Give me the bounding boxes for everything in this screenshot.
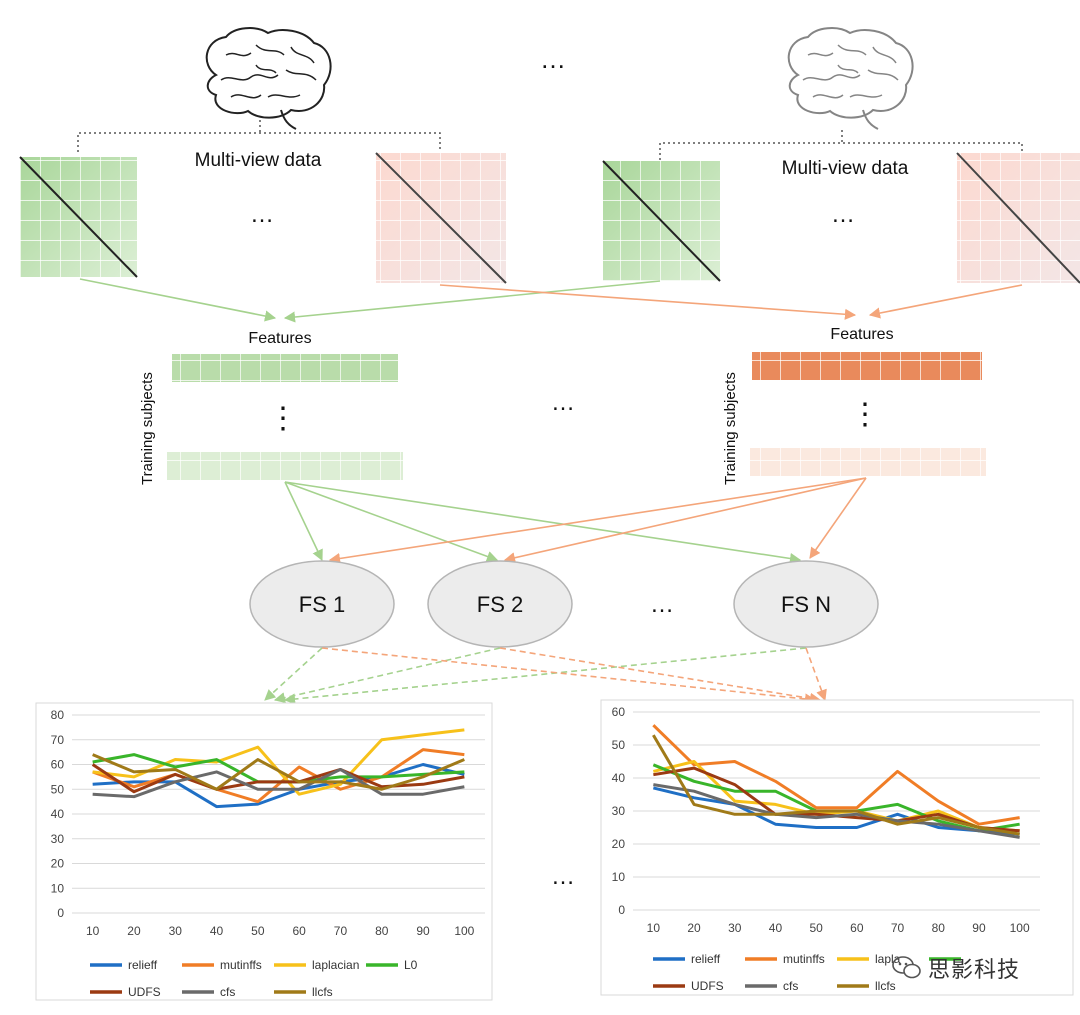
x-tick-label: 50 xyxy=(251,924,265,938)
wechat-icon xyxy=(892,956,921,979)
x-tick-label: 40 xyxy=(769,921,783,935)
features-to-fs-arrows xyxy=(284,477,867,565)
x-tick-label: 50 xyxy=(809,921,823,935)
series-line-cfs xyxy=(92,767,465,799)
features-label-right: Features xyxy=(830,326,893,343)
chart-left: 0 10 20 30 40 50 60 70 80 10 20 30 40 50 60 70 80 90 100 re… xyxy=(51,708,485,999)
y-tick-label: 60 xyxy=(612,705,626,719)
training-subjects-label-right: Training subjects xyxy=(722,372,739,485)
legend-label: llcfs xyxy=(875,979,896,993)
legend-label: mutinffs xyxy=(783,952,825,966)
fs-ellipsis: … xyxy=(650,591,674,618)
series-line-mutinffs xyxy=(92,748,465,804)
x-tick-label: 30 xyxy=(728,921,742,935)
y-tick-label: 40 xyxy=(51,807,65,821)
x-tick-label: 60 xyxy=(850,921,864,935)
series-line-relieff xyxy=(652,786,1020,836)
legend-label: relieff xyxy=(128,958,158,972)
feature-row-green-top xyxy=(172,354,398,382)
legend-label: llcfs xyxy=(312,985,333,999)
y-tick-label: 0 xyxy=(618,903,625,917)
brain-icon-left xyxy=(205,27,332,130)
y-tick-label: 20 xyxy=(51,857,65,871)
y-tick-label: 50 xyxy=(612,738,626,752)
y-tick-label: 60 xyxy=(51,758,65,772)
watermark: 思影科技 xyxy=(892,950,1052,986)
vertical-ellipsis-left: ⋮ xyxy=(268,402,298,435)
training-subjects-label-left: Training subjects xyxy=(139,372,156,485)
x-tick-label: 70 xyxy=(891,921,905,935)
x-tick-label: 40 xyxy=(210,924,224,938)
series-line-cfs xyxy=(653,783,1020,839)
fs-node-2: FS 2 xyxy=(427,560,573,648)
multiview-label-right: Multi-view data xyxy=(782,158,909,179)
y-tick-label: 80 xyxy=(51,708,65,722)
x-tick-label: 100 xyxy=(1010,921,1030,935)
brain-icon-right xyxy=(787,27,914,130)
legend-label: UDFS xyxy=(691,979,724,993)
series-line-llcfs xyxy=(92,753,465,791)
fs-node-n: FS N xyxy=(733,560,879,648)
matrix-pink-right xyxy=(956,152,1080,284)
y-tick-label: 10 xyxy=(51,881,65,895)
legend-label: UDFS xyxy=(128,985,161,999)
feature-row-orange-top xyxy=(752,352,982,380)
fs-node-2-label: FS 2 xyxy=(477,592,523,617)
chart-left-panel xyxy=(35,702,493,1001)
multiview-label-left: Multi-view data xyxy=(195,150,322,171)
fs-node-1: FS 1 xyxy=(249,560,395,648)
x-tick-label: 10 xyxy=(86,924,100,938)
legend-label: cfs xyxy=(783,979,798,993)
x-tick-label: 30 xyxy=(169,924,183,938)
x-tick-label: 100 xyxy=(454,924,474,938)
legend-label: cfs xyxy=(220,985,235,999)
y-tick-label: 70 xyxy=(51,733,65,747)
series-line-llcfs xyxy=(652,734,1020,836)
legend-label: mutinffs xyxy=(220,958,262,972)
x-tick-label: 20 xyxy=(687,921,701,935)
y-tick-label: 0 xyxy=(57,906,64,920)
matrix-ellipsis-left: … xyxy=(250,201,274,228)
bracket-left xyxy=(77,120,441,152)
fs-node-n-label: FS N xyxy=(781,592,831,617)
legend-label: laplacian xyxy=(312,958,359,972)
x-tick-label: 60 xyxy=(292,924,306,938)
x-tick-label: 90 xyxy=(972,921,986,935)
features-ellipsis: … xyxy=(551,389,575,416)
series-line-mutinffs xyxy=(652,724,1020,826)
matrix-to-features-arrows xyxy=(79,278,1023,323)
feature-row-green-bottom xyxy=(167,452,403,480)
y-tick-label: 20 xyxy=(612,837,626,851)
x-tick-label: 90 xyxy=(416,924,430,938)
charts-ellipsis: … xyxy=(551,863,575,890)
matrix-green-right xyxy=(602,160,721,282)
x-tick-label: 70 xyxy=(334,924,348,938)
x-tick-label: 80 xyxy=(932,921,946,935)
bracket-right xyxy=(659,130,1023,160)
y-tick-label: 30 xyxy=(612,804,626,818)
matrix-ellipsis-right: … xyxy=(831,201,855,228)
legend-label: L0 xyxy=(404,958,418,972)
vertical-ellipsis-right: ⋮ xyxy=(850,398,880,431)
y-tick-label: 40 xyxy=(612,771,626,785)
legend-label: relieff xyxy=(691,952,721,966)
x-tick-label: 10 xyxy=(647,921,661,935)
chart-right: 0 10 20 30 40 50 60 10 20 30 40 50 60 70 80 90 100 relief… xyxy=(612,705,1040,993)
watermark-text: 思影科技 xyxy=(928,958,1021,983)
series-line-UDFS xyxy=(91,763,465,794)
features-label-left: Features xyxy=(248,330,311,347)
x-tick-label: 80 xyxy=(375,924,389,938)
feature-row-orange-bottom xyxy=(750,448,986,476)
x-tick-label: 20 xyxy=(127,924,141,938)
y-tick-label: 30 xyxy=(51,832,65,846)
y-tick-label: 50 xyxy=(51,782,65,796)
y-tick-label: 10 xyxy=(612,870,626,884)
top-ellipsis: … xyxy=(540,44,566,74)
matrix-pink-left xyxy=(375,152,507,284)
series-line-lapla xyxy=(652,760,1020,833)
fs-node-1-label: FS 1 xyxy=(299,592,345,617)
fs-to-chart-arrows xyxy=(264,647,827,705)
matrix-green-left xyxy=(19,156,138,278)
